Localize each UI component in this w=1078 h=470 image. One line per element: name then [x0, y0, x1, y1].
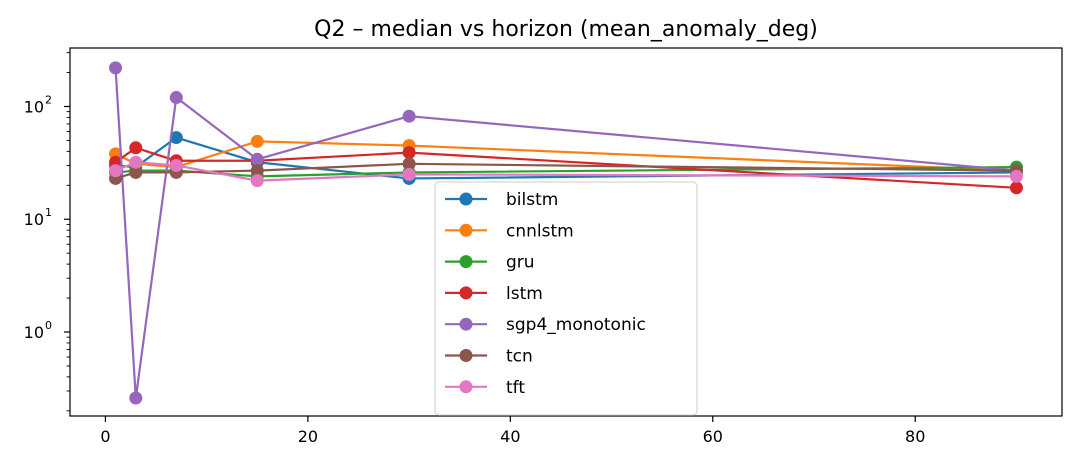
y-tick-label: 10: [24, 323, 44, 342]
x-tick-label: 20: [298, 427, 318, 446]
data-point: [250, 174, 264, 188]
y-tick-exponent: 1: [45, 206, 52, 219]
legend-item-sgp4_monotonic: sgp4_monotonic: [445, 315, 646, 335]
data-point: [1009, 169, 1023, 183]
data-point: [109, 61, 123, 75]
y-tick-exponent: 2: [45, 93, 52, 106]
y-tick-base: 10: [24, 97, 44, 116]
legend-label: tcn: [506, 347, 533, 367]
legend-box: [434, 181, 698, 416]
legend-swatch-marker: [459, 317, 473, 331]
legend-item-gru: gru: [445, 253, 535, 273]
y-tick-label: 10: [24, 210, 44, 229]
legend-swatch-marker: [459, 286, 473, 300]
legend-label: bilstm: [506, 190, 558, 210]
data-point: [1009, 181, 1023, 195]
y-tick-exponent: 0: [45, 319, 52, 332]
x-tick-label: 60: [703, 427, 723, 446]
data-point: [402, 109, 416, 123]
legend-swatch-marker: [459, 349, 473, 362]
legend-swatch-marker: [459, 255, 473, 269]
legend-label: tft: [506, 378, 525, 398]
legend-item-cnnlstm: cnnlstm: [445, 221, 574, 241]
data-point: [129, 141, 143, 155]
data-point: [250, 164, 264, 178]
data-point: [109, 164, 123, 178]
chart-title: Q2 – median vs horizon (mean_anomaly_deg…: [314, 17, 818, 42]
legend-label: cnnlstm: [506, 221, 574, 241]
x-tick-label: 40: [500, 427, 520, 446]
series-tft: [109, 155, 1023, 188]
data-point: [169, 91, 183, 105]
data-point: [250, 152, 264, 166]
data-point: [129, 165, 143, 179]
data-point: [402, 157, 416, 171]
legend-swatch-marker: [459, 192, 473, 206]
data-point: [169, 131, 183, 145]
legend-swatch-marker: [459, 380, 473, 394]
x-tick-label: 80: [905, 427, 925, 446]
legend-item-bilstm: bilstm: [445, 190, 558, 210]
data-point: [129, 391, 143, 405]
legend-swatch-marker: [459, 223, 473, 237]
y-tick-label: 10: [24, 97, 44, 116]
y-tick-base: 10: [24, 210, 44, 229]
data-point: [402, 146, 416, 160]
series-line: [114, 67, 1017, 400]
data-point: [169, 158, 183, 172]
legend-label: gru: [506, 253, 535, 273]
data-point: [129, 155, 143, 169]
legend-label: lstm: [506, 284, 543, 304]
legend-label: sgp4_monotonic: [506, 315, 646, 335]
legend-item-tft: tft: [445, 378, 525, 398]
data-point: [402, 167, 416, 181]
legend-item-tcn: tcn: [445, 347, 533, 367]
data-point: [250, 134, 264, 148]
plot-area: [69, 47, 1063, 417]
x-tick-label: 0: [100, 427, 110, 446]
legend-item-lstm: lstm: [445, 284, 543, 304]
y-tick-base: 10: [24, 323, 44, 342]
series-layer: [109, 61, 1023, 405]
